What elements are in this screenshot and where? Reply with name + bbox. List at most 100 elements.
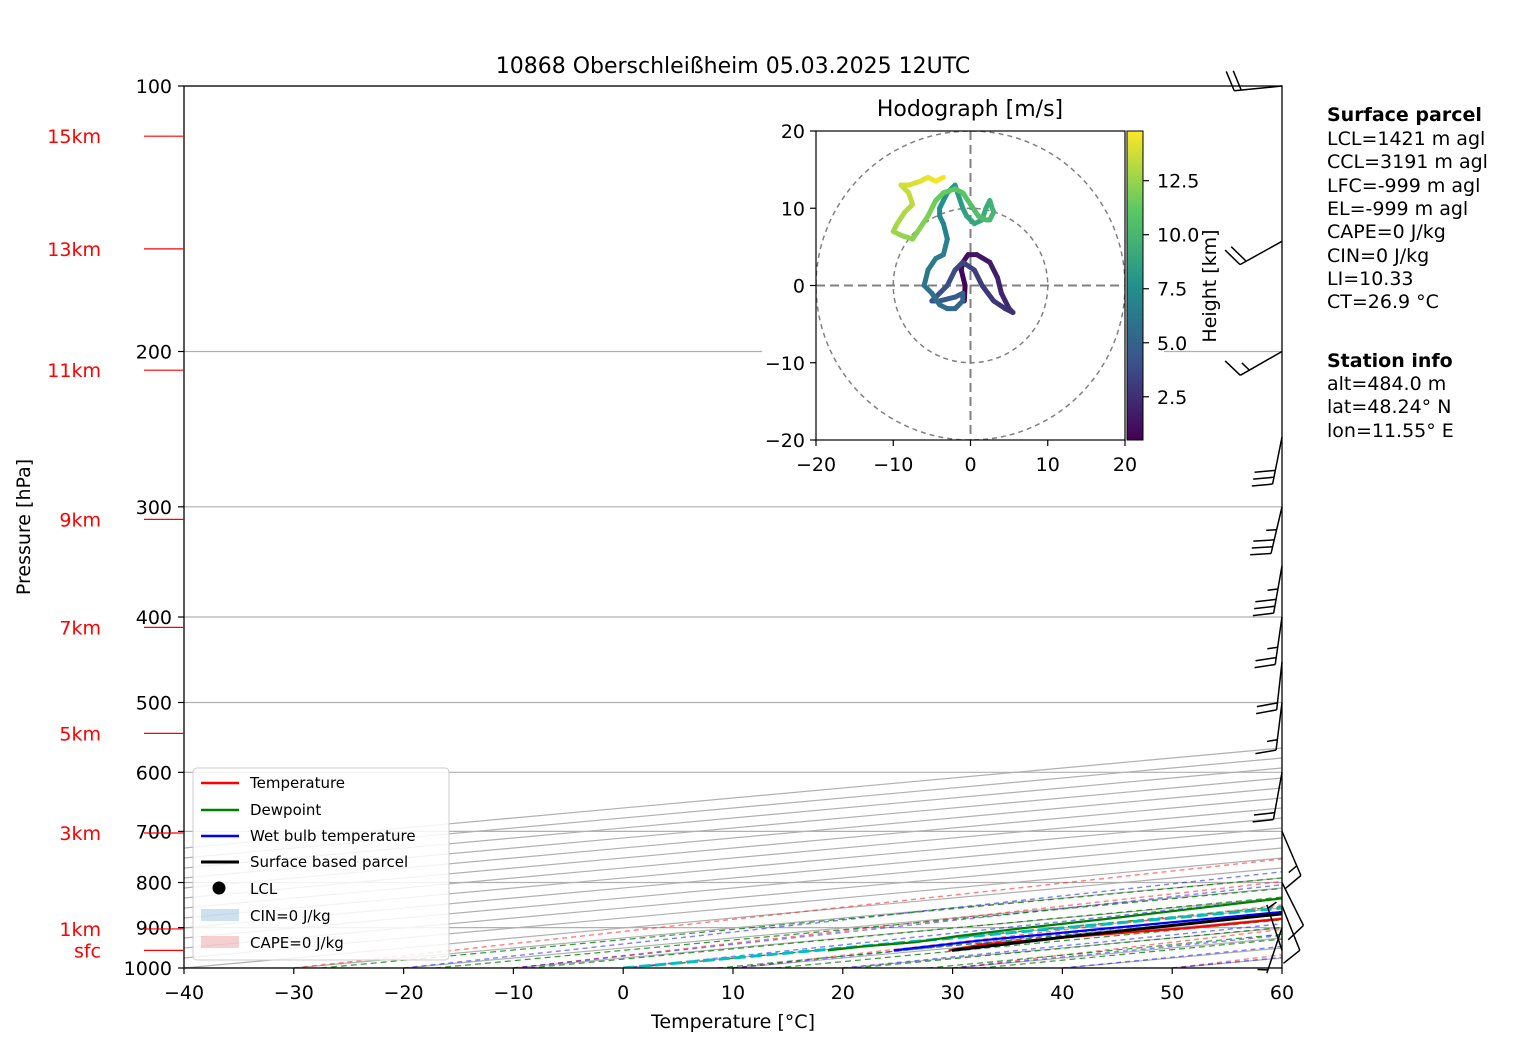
y-tick-label: 600 xyxy=(136,762,172,784)
info-li: LI=10.33 xyxy=(1327,268,1414,290)
isotherm-gridline xyxy=(184,767,1282,869)
hodograph-y-tick-label: 10 xyxy=(781,198,805,220)
wind-barb xyxy=(1252,565,1283,617)
info-el: EL=-999 m agl xyxy=(1327,198,1468,220)
moist-adiabat xyxy=(513,883,1282,968)
x-tick-label: 0 xyxy=(617,982,629,1004)
hodograph-segment xyxy=(921,267,931,288)
wind-barb-staff xyxy=(1281,905,1301,951)
wind-barb xyxy=(1252,772,1283,823)
wind-barb-feather xyxy=(1256,709,1277,715)
wind-barb-half-feather xyxy=(1241,362,1250,371)
colorbar-tick-label: 2.5 xyxy=(1157,387,1187,409)
height-label: 15km xyxy=(47,126,101,148)
x-tick-label: −20 xyxy=(384,982,424,1004)
mixing-ratio-line xyxy=(629,905,1282,968)
y-tick-label: 300 xyxy=(136,497,172,519)
colorbar-tick-label: 7.5 xyxy=(1157,279,1187,301)
legend-wetbulb: Wet bulb temperature xyxy=(250,827,416,845)
hodograph-x-tick-label: −20 xyxy=(796,454,836,476)
wind-barb-staff xyxy=(1239,240,1283,266)
isotherm-gridline xyxy=(184,757,1282,859)
x-axis-label: Temperature [°C] xyxy=(650,1011,815,1033)
y-tick-label: 1000 xyxy=(124,958,172,980)
isotherm-gridline xyxy=(184,817,1282,919)
wind-barb xyxy=(1254,616,1283,669)
wind-barb xyxy=(1251,436,1283,487)
wind-barb-half-feather xyxy=(1266,528,1277,532)
station-info: Station info alt=484.0 m lat=48.24° N lo… xyxy=(1327,350,1454,442)
wind-barb-feather xyxy=(1253,476,1275,480)
height-label: 9km xyxy=(59,509,101,531)
wind-barb-feather xyxy=(1224,249,1241,266)
hodograph-segment xyxy=(933,174,946,184)
wind-barb-staff xyxy=(1281,831,1302,876)
wind-barb-feather xyxy=(1254,663,1276,669)
x-tick-label: 60 xyxy=(1270,982,1294,1004)
wind-barb-half-feather xyxy=(1267,646,1278,650)
x-tick-label: 10 xyxy=(721,982,745,1004)
legend: Temperature Dewpoint Wet bulb temperatur… xyxy=(192,767,450,961)
wind-barb-feather xyxy=(1232,70,1242,91)
wind-barb-feather xyxy=(1230,246,1247,262)
surface-parcel-header: Surface parcel xyxy=(1327,104,1482,126)
wind-barb-feather xyxy=(1252,818,1274,823)
hodograph-x-tick-label: 0 xyxy=(964,454,976,476)
info-alt: alt=484.0 m xyxy=(1327,373,1446,395)
wind-barb xyxy=(1281,831,1302,890)
height-label: sfc xyxy=(74,940,101,962)
y-tick-label: 200 xyxy=(136,342,172,364)
wind-barb-feather xyxy=(1284,874,1302,890)
isotherm-gridline xyxy=(184,797,1282,899)
info-cape: CAPE=0 J/kg xyxy=(1327,221,1446,243)
hodograph-x-tick-label: −10 xyxy=(873,454,913,476)
wind-barb xyxy=(1257,927,1283,974)
wind-barb-staff xyxy=(1266,927,1283,974)
isotherm-gridline xyxy=(184,747,1282,849)
height-label: 3km xyxy=(59,823,101,845)
wind-barb-staff xyxy=(1272,772,1283,820)
wind-barb-feather xyxy=(1254,605,1275,610)
isotherm-gridline xyxy=(184,787,1282,889)
legend-dewpoint: Dewpoint xyxy=(250,801,321,819)
wind-barb-feather xyxy=(1251,483,1273,487)
wind-barb-feather xyxy=(1256,702,1278,708)
colorbar-tick-label: 12.5 xyxy=(1157,171,1199,193)
height-label: 7km xyxy=(59,617,101,639)
info-ct: CT=26.9 °C xyxy=(1327,291,1439,313)
hodograph-segment xyxy=(995,275,1004,296)
wind-barb-feather xyxy=(1225,71,1235,92)
hodograph-colorbar xyxy=(1126,130,1144,441)
hodograph-segment xyxy=(940,236,950,258)
chart-title: 10868 Oberschleißheim 05.03.2025 12UTC xyxy=(496,54,971,79)
isotherm-gridline xyxy=(184,807,1282,909)
wind-barb-feather xyxy=(1255,749,1277,755)
wind-barb xyxy=(1224,350,1283,376)
mixing-ratio-line xyxy=(320,877,1282,968)
wind-barb-feather xyxy=(1250,552,1272,556)
hodograph-segment xyxy=(958,267,968,288)
hodograph: Hodograph [m/s] −20−20 −10 −10 0 0 10 10 20 20 2… xyxy=(762,95,1221,480)
lcl-marker xyxy=(1493,885,1507,899)
isotherm-gridline xyxy=(184,777,1282,879)
wind-barb xyxy=(1250,506,1283,556)
surface-parcel-info: Surface parcel LCL=1421 m agl CCL=3191 m… xyxy=(1327,104,1488,313)
wind-barb-half-feather xyxy=(1267,588,1279,591)
hodograph-segment xyxy=(937,294,958,304)
x-tick-label: −10 xyxy=(493,982,533,1004)
x-tick-label: 20 xyxy=(831,982,855,1004)
x-tick-label: 40 xyxy=(1050,982,1074,1004)
wind-barb-half-feather xyxy=(1267,901,1277,909)
wind-barb xyxy=(1281,882,1305,941)
hodograph-y-tick-label: −20 xyxy=(765,430,805,452)
legend-temperature: Temperature xyxy=(249,774,345,792)
wind-barb xyxy=(1224,240,1283,266)
y-tick-label: 800 xyxy=(136,873,172,895)
height-label: 13km xyxy=(47,239,101,261)
wind-barb xyxy=(1225,70,1283,92)
info-ccl: CCL=3191 m agl xyxy=(1327,151,1488,173)
wind-barb-feather xyxy=(1224,360,1241,376)
y-tick-label: 400 xyxy=(136,607,172,629)
info-lcl: LCL=1421 m agl xyxy=(1327,128,1485,150)
mixing-ratio-line xyxy=(717,913,1282,968)
